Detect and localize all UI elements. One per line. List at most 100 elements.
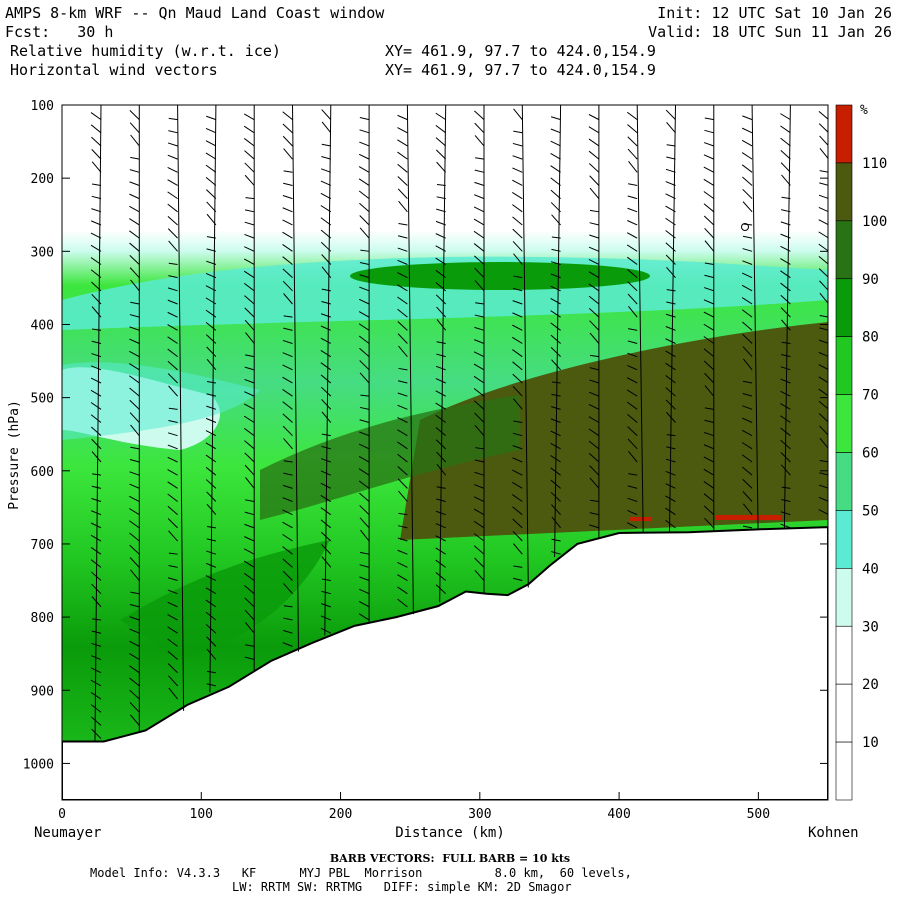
barb-flag (282, 413, 293, 423)
barb-flag (359, 202, 370, 213)
barb-flag (129, 122, 140, 134)
barb-flag (665, 230, 676, 239)
barb-flag (167, 601, 178, 608)
barb-flag (550, 285, 561, 292)
barb-flag (90, 377, 102, 384)
barb-flag (473, 388, 485, 397)
barb-flag (320, 180, 332, 186)
barb-flag (90, 547, 102, 555)
barb-flag (435, 149, 447, 160)
barb-flag (397, 127, 408, 134)
y-tick-label: 600 (31, 465, 54, 480)
barb-flag (129, 363, 140, 371)
barb-flag (282, 376, 293, 384)
barb-flag (91, 498, 102, 502)
barb-flag (435, 559, 446, 568)
barb-flag (627, 269, 638, 279)
barb-flag (588, 271, 600, 279)
barb-flag (167, 650, 178, 660)
barb-flag (704, 117, 714, 121)
barb-flag (628, 161, 638, 173)
barb-flag (168, 385, 178, 397)
barb-flag (167, 215, 178, 226)
barb-flag (551, 551, 561, 555)
barb-flag (245, 644, 255, 647)
barb-flag (129, 242, 140, 252)
barb-flag (397, 404, 408, 410)
barb-flag (512, 432, 523, 437)
barb-flag (282, 642, 293, 647)
barb-flag (205, 430, 217, 437)
barb-flag (435, 439, 447, 450)
barb-flag (435, 137, 447, 147)
barb-flag (551, 516, 561, 529)
barb-flag (167, 336, 178, 344)
barb-flag (818, 194, 828, 199)
barb-flag (550, 430, 561, 437)
barb-flag (589, 175, 600, 186)
x-tick-label: 100 (190, 807, 213, 822)
barb-flag (320, 205, 332, 213)
barb-flag (397, 549, 408, 555)
barb-flag (781, 354, 791, 358)
barb-flag (359, 347, 370, 358)
barb-flag (666, 301, 676, 305)
colorbar-label: 10 (862, 735, 879, 751)
barb-flag (90, 679, 102, 687)
barb-flag (474, 326, 485, 331)
barb-flag (358, 613, 370, 621)
barb-flag (321, 156, 331, 160)
barb-flag (473, 206, 485, 213)
barb-flag (205, 466, 217, 476)
barb-flag (665, 338, 676, 344)
barb-flag (551, 359, 561, 371)
barb-flag (436, 161, 447, 173)
barb-flag (589, 465, 600, 476)
barb-flag (129, 677, 140, 687)
barb-flag (703, 360, 715, 371)
barb-flag (358, 468, 370, 476)
barb-flag (512, 324, 523, 331)
barb-flag (92, 183, 102, 186)
barb-flag (703, 348, 715, 358)
barb-flag (780, 427, 791, 437)
barb-flag (320, 470, 331, 476)
barb-flag (129, 412, 140, 423)
barb-staff (291, 105, 299, 652)
barb-flag (435, 378, 446, 384)
barb-flag (435, 257, 446, 265)
barb-flag (780, 439, 791, 450)
barb-flag (819, 182, 828, 186)
barb-flag (91, 596, 102, 608)
barb-flag (168, 675, 178, 687)
barb-flag (665, 193, 676, 200)
barb-flag (205, 128, 217, 134)
barb-flag (282, 533, 293, 542)
barb-flag (359, 129, 370, 134)
barb-flag (167, 505, 178, 516)
barb-flag (780, 523, 791, 529)
barb-flag (665, 399, 676, 410)
barb-flag (91, 426, 102, 437)
barb-flag (704, 419, 714, 423)
barb-flag (320, 494, 332, 502)
terrain (62, 526, 828, 800)
barb-flag (359, 505, 370, 516)
barb-flag (359, 274, 370, 279)
barb-flag (244, 452, 255, 463)
barb-flag (626, 256, 638, 265)
barb-flag (320, 615, 331, 621)
barb-flag (167, 638, 178, 647)
barb-flag (243, 125, 255, 134)
barb-flag (780, 452, 791, 463)
barb-flag (742, 417, 753, 423)
barb-flag (628, 450, 638, 463)
barb-flag (91, 510, 102, 516)
barb-flag (818, 206, 828, 213)
barb-flag (588, 391, 600, 397)
barb-flag (167, 481, 178, 489)
barb-flag (665, 217, 676, 226)
barb-flag (474, 569, 485, 581)
colorbar-swatch (835, 510, 853, 569)
barb-flag (129, 193, 140, 200)
